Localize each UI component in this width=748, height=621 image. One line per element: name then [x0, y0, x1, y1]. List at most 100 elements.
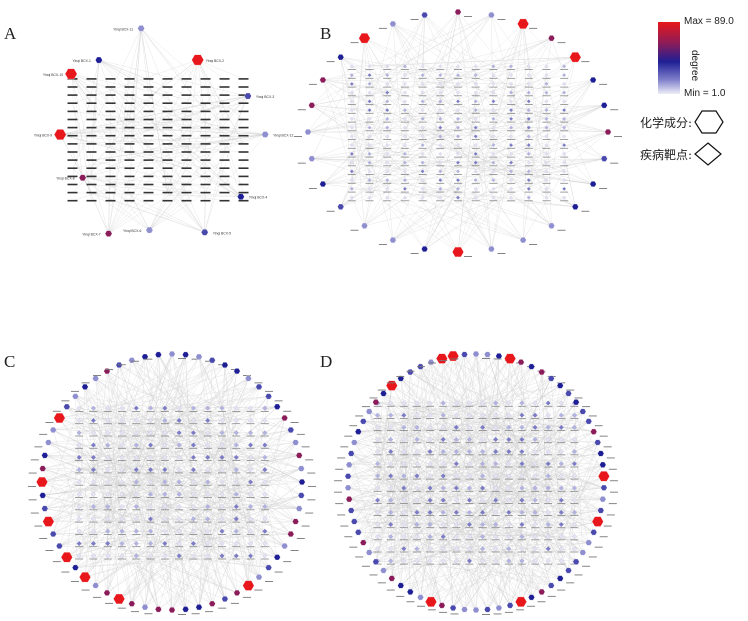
compound-label-mark: [45, 550, 53, 551]
compound-label-mark: [53, 411, 61, 412]
target-label-mark: [204, 534, 212, 535]
compound-node: [572, 204, 578, 210]
compound-node: [590, 77, 596, 83]
target-label-mark: [436, 104, 444, 105]
target-label-mark: [570, 430, 578, 431]
compound-label: Yinqi BCX-11: [113, 27, 133, 31]
compound-label-mark: [334, 480, 342, 481]
target-label-mark: [400, 406, 408, 407]
target-label-mark: [104, 485, 112, 486]
compound-node: [169, 607, 175, 613]
target-label-mark: [220, 119, 230, 121]
target-label-mark: [75, 473, 83, 474]
panel-label-b: B: [320, 24, 331, 44]
target-label-mark: [147, 460, 155, 461]
target-node: [385, 143, 389, 147]
compound-node: [573, 559, 579, 565]
compound-node: [196, 354, 202, 360]
target-label-mark: [232, 497, 240, 498]
target-label-mark: [465, 454, 473, 455]
compound-node: [473, 351, 479, 357]
target-label-mark: [419, 130, 427, 131]
target-label-mark: [175, 497, 183, 498]
target-label-mark: [400, 515, 408, 516]
target-label-mark: [452, 418, 460, 419]
compound-label-mark: [118, 364, 126, 365]
target-label-mark: [543, 104, 551, 105]
target-node: [527, 143, 531, 147]
target-label-mark: [366, 95, 374, 96]
target-label-mark: [247, 460, 255, 461]
target-label-mark: [75, 559, 83, 560]
target-label-mark: [452, 515, 460, 516]
target-label-mark: [400, 467, 408, 468]
target-label-mark: [387, 454, 395, 455]
target-label-mark: [570, 418, 578, 419]
target-label-mark: [413, 430, 421, 431]
target-label-mark: [426, 527, 434, 528]
target-label-mark: [454, 148, 462, 149]
compound-label-mark: [355, 416, 363, 417]
target-label-mark: [374, 418, 382, 419]
target-label-mark: [261, 559, 269, 560]
target-label-mark: [492, 454, 500, 455]
target-label-mark: [436, 139, 444, 140]
target-node: [77, 492, 82, 497]
target-label-mark: [87, 159, 97, 161]
target-label-mark: [525, 87, 533, 88]
compound-node: [72, 394, 78, 400]
target-node: [120, 443, 125, 448]
target-node: [368, 65, 372, 69]
target-label-mark: [239, 135, 249, 137]
target-label-mark: [531, 454, 539, 455]
target-label-mark: [489, 78, 497, 79]
target-label-mark: [505, 552, 513, 553]
target-label-mark: [161, 534, 169, 535]
target-label-mark: [68, 111, 78, 113]
target-label-mark: [104, 546, 112, 547]
target-label-mark: [560, 69, 568, 70]
compound-node: [320, 77, 326, 83]
compound-label-mark: [294, 136, 302, 137]
target-label-mark: [232, 411, 240, 412]
target-label-mark: [104, 534, 112, 535]
target-label-mark: [106, 102, 116, 104]
target-label-mark: [543, 95, 551, 96]
compound-label-mark: [428, 609, 436, 610]
compound-label-mark: [497, 253, 505, 254]
compound-label-mark: [464, 256, 472, 257]
compound-label-mark: [607, 515, 615, 516]
target-label-mark: [89, 411, 97, 412]
target-label-mark: [479, 418, 487, 419]
target-node: [492, 161, 496, 165]
compound-label-mark: [451, 359, 459, 360]
compound-label-mark: [557, 590, 565, 591]
target-label-mark: [374, 527, 382, 528]
compound-label-mark: [254, 590, 262, 591]
target-label-mark: [426, 418, 434, 419]
compound-node: [40, 466, 46, 472]
target-label-mark: [525, 148, 533, 149]
edge-layer: [308, 12, 608, 252]
target-label-mark: [472, 139, 480, 140]
target-label-mark: [68, 127, 78, 129]
target-label-mark: [89, 509, 97, 510]
compound-node: [355, 530, 361, 536]
target-label-mark: [218, 559, 226, 560]
compound-node: [320, 181, 326, 187]
compound-node: [515, 597, 526, 607]
target-label-mark: [118, 485, 126, 486]
compound-node: [45, 440, 51, 446]
target-label-mark: [492, 406, 500, 407]
target-label-mark: [68, 119, 78, 121]
target-label-mark: [544, 418, 552, 419]
target-label-mark: [543, 192, 551, 193]
compound-label-mark: [105, 369, 113, 370]
target-label-mark: [201, 192, 211, 194]
target-label-mark: [505, 406, 513, 407]
target-label-mark: [518, 491, 526, 492]
target-label-mark: [544, 406, 552, 407]
target-label-mark: [570, 491, 578, 492]
compound-node: [539, 589, 545, 595]
